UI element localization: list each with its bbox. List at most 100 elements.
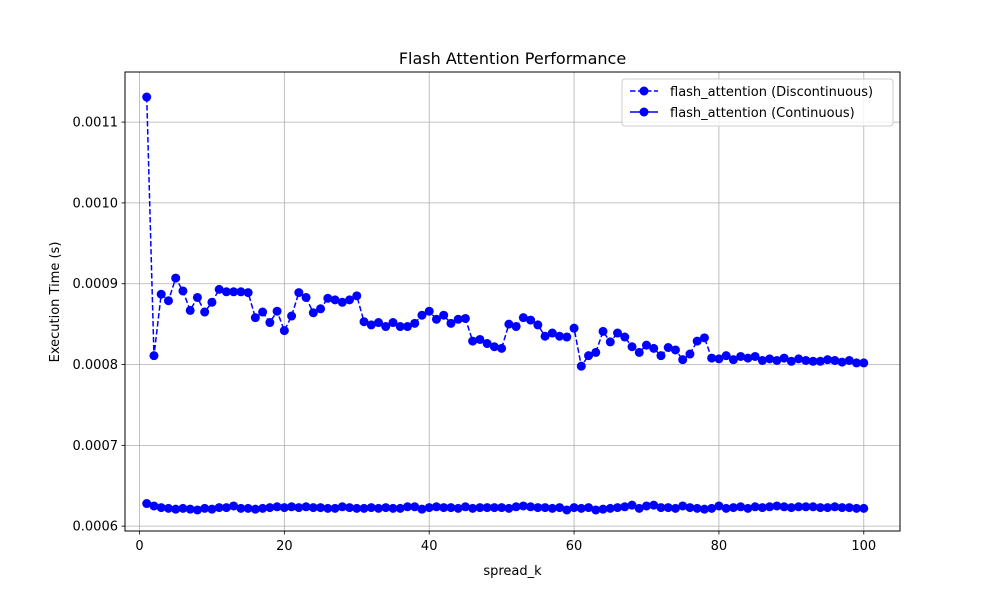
data-point [250, 313, 260, 323]
data-point [171, 504, 181, 514]
data-point [178, 286, 188, 296]
series-line [145, 97, 864, 367]
data-point [410, 318, 420, 328]
data-point [714, 501, 724, 511]
data-point [417, 504, 427, 514]
data-point [149, 351, 159, 361]
data-point [489, 503, 499, 513]
data-point [424, 306, 434, 316]
data-point [830, 502, 840, 512]
data-point [699, 333, 709, 343]
data-point [613, 328, 623, 338]
data-point [504, 503, 514, 513]
data-point [627, 500, 637, 510]
data-point [743, 503, 753, 513]
data-point [707, 503, 717, 513]
data-point [200, 307, 210, 317]
data-point [823, 355, 833, 365]
data-point [156, 503, 166, 513]
data-point [511, 322, 521, 332]
data-point [323, 503, 333, 513]
data-point [352, 291, 362, 301]
data-point [214, 284, 224, 294]
legend: flash_attention (Discontinuous) flash_at… [621, 78, 894, 127]
data-point [460, 313, 470, 323]
data-point [837, 357, 847, 367]
data-point [221, 287, 231, 297]
data-point [591, 347, 601, 357]
data-point [468, 503, 478, 513]
data-point [207, 297, 217, 307]
data-point [316, 304, 326, 314]
data-point [359, 317, 369, 327]
data-point [714, 354, 724, 364]
data-point [591, 505, 601, 515]
data-point [185, 504, 195, 514]
data-point [417, 310, 427, 320]
data-point [301, 292, 311, 302]
data-point [642, 501, 651, 511]
x-axis: 0 20 40 60 80 100 [135, 531, 876, 554]
data-point [250, 504, 260, 514]
data-point [446, 318, 456, 328]
data-point [728, 355, 738, 365]
data-point [518, 501, 528, 511]
data-point [229, 287, 239, 297]
data-point [642, 340, 651, 350]
data-point [374, 318, 383, 328]
data-point [475, 334, 485, 344]
data-point [678, 355, 688, 365]
data-point [699, 504, 709, 514]
data-point [555, 503, 565, 513]
data-point [287, 311, 297, 321]
plot-frame [124, 71, 901, 532]
series-continuous [142, 499, 869, 515]
data-point [374, 503, 383, 513]
data-point [736, 351, 746, 361]
data-point [192, 505, 202, 515]
data-point [794, 354, 804, 364]
data-point [670, 503, 680, 513]
data-point [497, 343, 507, 353]
data-point [431, 502, 441, 512]
data-point [323, 293, 333, 303]
grid [125, 72, 900, 531]
data-point [801, 502, 811, 512]
data-point [794, 502, 804, 512]
data-point [547, 503, 557, 513]
data-point [388, 318, 398, 328]
data-point [765, 502, 775, 512]
data-point [439, 310, 449, 320]
data-point [757, 503, 767, 513]
data-point [772, 501, 782, 511]
data-point [207, 504, 217, 514]
data-point [750, 351, 760, 361]
data-point [192, 292, 202, 302]
data-point [236, 503, 246, 513]
data-point [424, 503, 434, 513]
data-point [649, 500, 659, 510]
legend-label-discontinuous: flash_attention (Discontinuous) [670, 85, 873, 100]
data-point [410, 502, 420, 512]
data-point [844, 355, 854, 365]
y-tick-label: 0.0009 [73, 277, 119, 292]
data-point [482, 339, 492, 349]
data-point [859, 358, 869, 368]
data-point [243, 503, 253, 513]
data-point [381, 503, 391, 513]
x-tick-label: 60 [566, 539, 583, 554]
data-point [453, 314, 463, 324]
data-point [265, 503, 275, 513]
x-tick-label: 20 [276, 539, 293, 554]
data-point [142, 499, 152, 509]
data-point [337, 502, 347, 512]
data-point [663, 503, 673, 513]
y-tick-label: 0.0008 [73, 358, 119, 373]
data-point [214, 503, 224, 513]
data-point [221, 503, 231, 513]
data-point [366, 503, 376, 513]
data-point [837, 503, 847, 513]
data-point [178, 503, 188, 513]
data-point [663, 343, 673, 353]
